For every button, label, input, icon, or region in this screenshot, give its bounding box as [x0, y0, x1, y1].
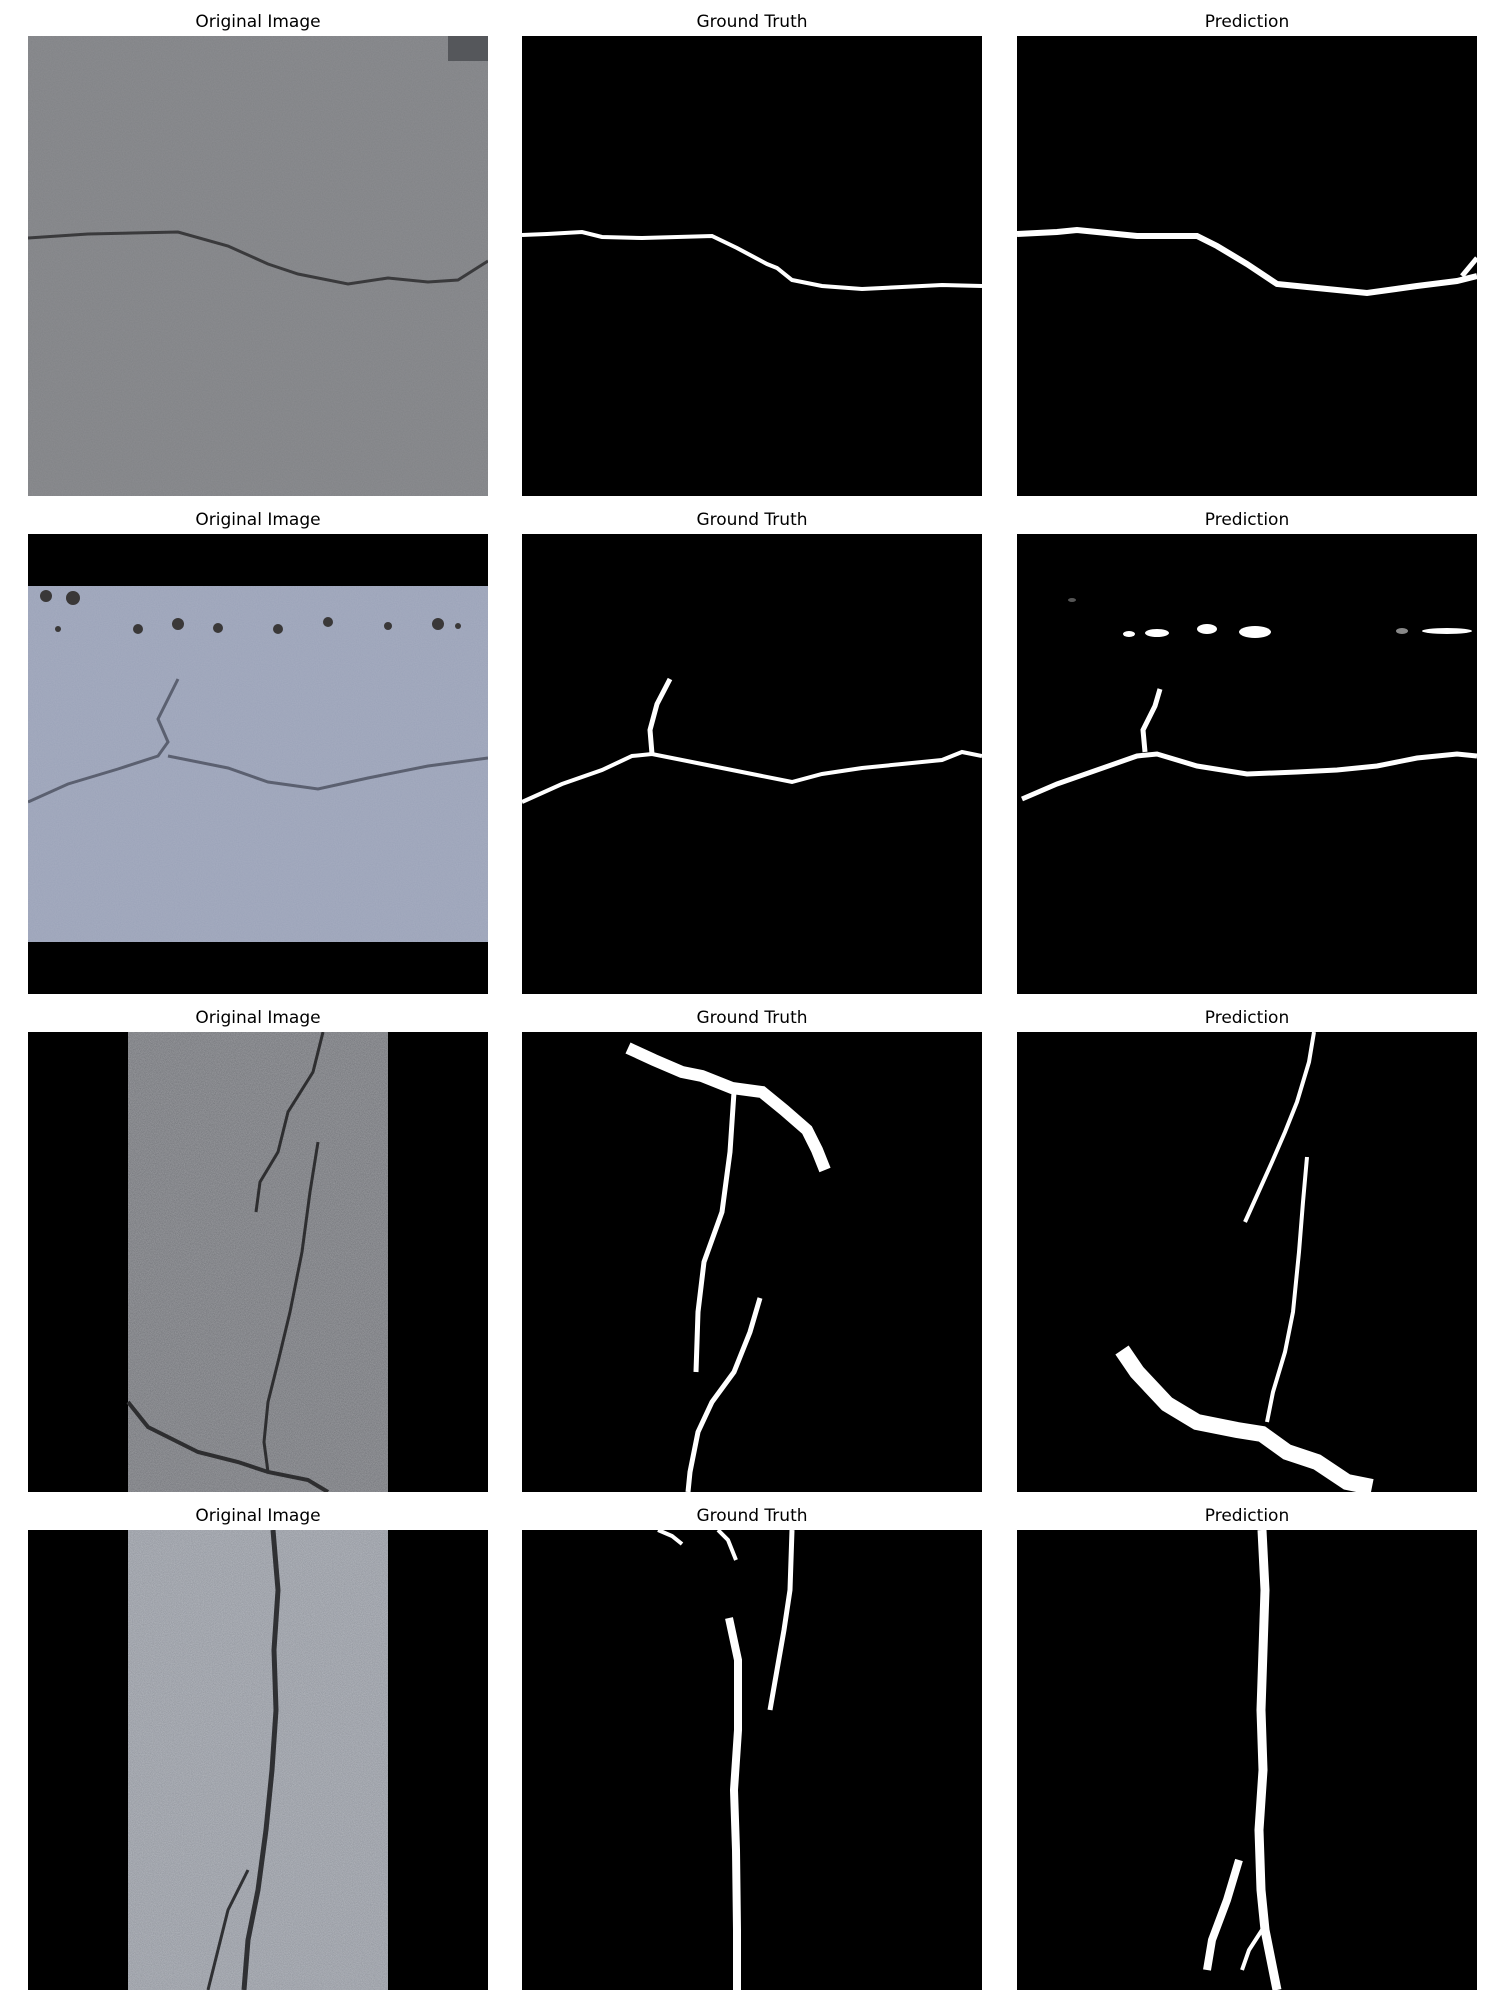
row-4-prediction: Prediction [1017, 1506, 1477, 1990]
panel-title: Original Image [195, 510, 321, 530]
crack-mask [1017, 1032, 1477, 1492]
crack-mask [1017, 1530, 1477, 1990]
row-1-ground-truth: Ground Truth [522, 12, 982, 496]
panel-title: Prediction [1204, 1506, 1290, 1526]
panel-title: Ground Truth [696, 12, 808, 32]
panel-title: Prediction [1204, 12, 1290, 32]
original-image [28, 1032, 488, 1492]
original-image [28, 534, 488, 994]
ground-truth-mask [522, 36, 982, 496]
row-4-original: Original Image [28, 1506, 488, 1990]
ground-truth-mask [522, 1530, 982, 1990]
original-image [28, 1530, 488, 1990]
crack-mask [522, 1032, 982, 1492]
panel-title: Original Image [195, 12, 321, 32]
crack-mask [522, 534, 982, 994]
crack-mask [1017, 36, 1477, 496]
pavement-photo [28, 1530, 488, 1990]
panel-title: Prediction [1204, 1008, 1290, 1028]
row-2-ground-truth: Ground Truth [522, 510, 982, 994]
prediction-mask [1017, 1530, 1477, 1990]
pavement-photo [28, 36, 488, 496]
panel-title: Prediction [1204, 510, 1290, 530]
panel-title: Ground Truth [696, 1008, 808, 1028]
ground-truth-mask [522, 1032, 982, 1492]
original-image [28, 36, 488, 496]
row-4-ground-truth: Ground Truth [522, 1506, 982, 1990]
row-3-original: Original Image [28, 1008, 488, 1492]
ground-truth-mask [522, 534, 982, 994]
row-3-ground-truth: Ground Truth [522, 1008, 982, 1492]
row-2-original: Original Image [28, 510, 488, 994]
row-1-prediction: Prediction [1017, 12, 1477, 496]
crack-mask [522, 1530, 982, 1990]
panel-title: Ground Truth [696, 1506, 808, 1526]
prediction-mask [1017, 534, 1477, 994]
crack-mask [522, 36, 982, 496]
panel-title: Original Image [195, 1008, 321, 1028]
panel-title: Ground Truth [696, 510, 808, 530]
crack-mask [1017, 534, 1477, 994]
pavement-photo [28, 534, 488, 994]
prediction-mask [1017, 1032, 1477, 1492]
panel-title: Original Image [195, 1506, 321, 1526]
row-2-prediction: Prediction [1017, 510, 1477, 994]
pavement-photo [28, 1032, 488, 1492]
prediction-mask [1017, 36, 1477, 496]
row-1-original: Original Image [28, 12, 488, 496]
row-3-prediction: Prediction [1017, 1008, 1477, 1492]
